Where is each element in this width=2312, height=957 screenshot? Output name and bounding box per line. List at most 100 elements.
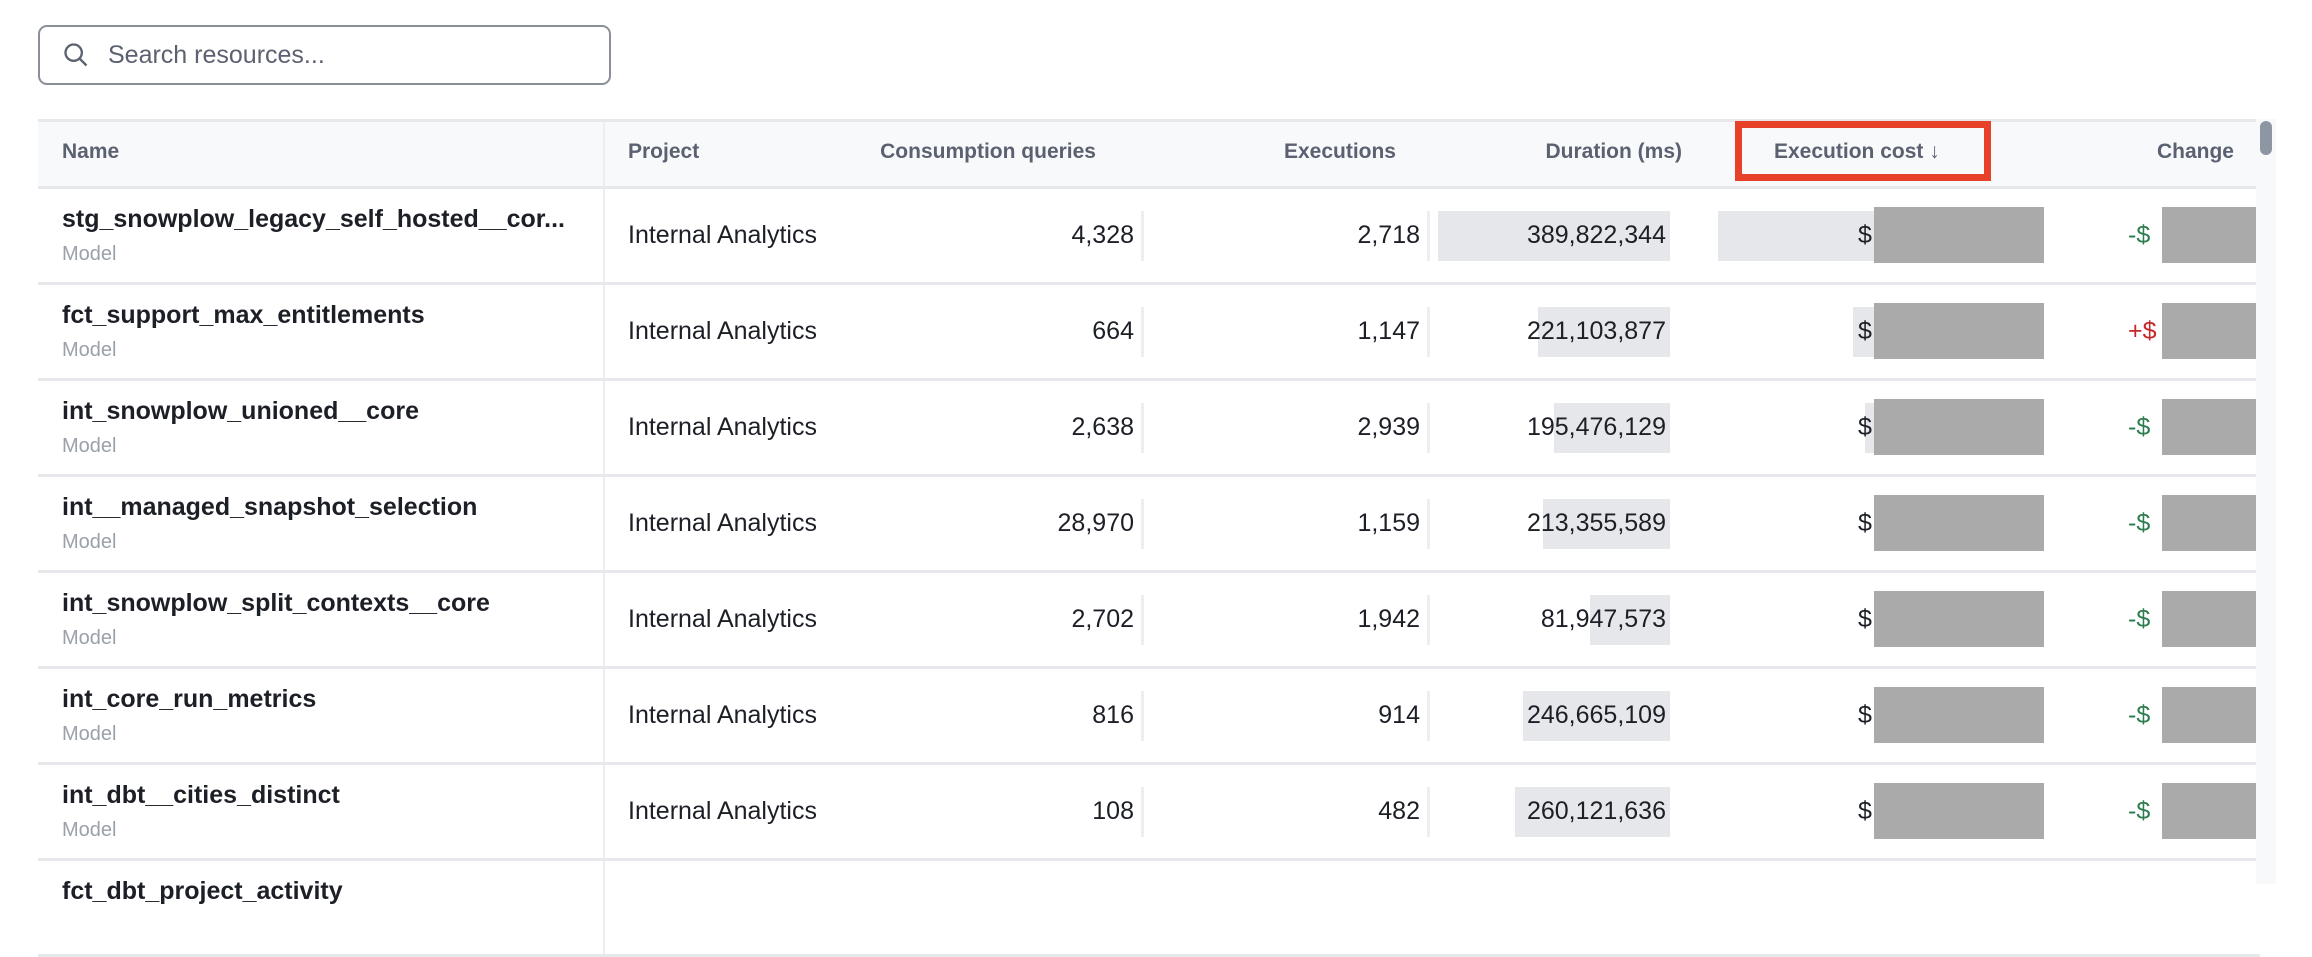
- cost-prefix: $: [1858, 797, 1872, 825]
- duration-cell: 221,103,877: [1438, 307, 1670, 357]
- cost-prefix: $: [1858, 701, 1872, 729]
- resource-type: Model: [62, 435, 117, 457]
- table-row[interactable]: stg_snowplow_legacy_self_hosted__cor... …: [38, 189, 2262, 285]
- redacted-change: [2162, 687, 2262, 743]
- change-prefix: -$: [2128, 701, 2151, 729]
- scrollbar-thumb[interactable]: [2260, 121, 2272, 155]
- duration-bar: [1515, 787, 1670, 837]
- search-box[interactable]: [38, 25, 611, 85]
- executions-cell: [1138, 883, 1424, 933]
- table-row[interactable]: int_snowplow_unioned__core Model Interna…: [38, 381, 2262, 477]
- duration-cell: 260,121,636: [1438, 787, 1670, 837]
- header-executions[interactable]: Executions: [1283, 140, 1396, 163]
- resource-name[interactable]: int_snowplow_unioned__core: [62, 397, 419, 425]
- search-icon: [64, 43, 88, 67]
- consumption-value: 2,702: [1071, 605, 1134, 633]
- executions-cell: 1,159: [1138, 499, 1430, 549]
- sort-column-highlight: [1735, 121, 1991, 181]
- duration-value: 389,822,344: [1526, 221, 1666, 249]
- executions-cell: 482: [1138, 787, 1430, 837]
- project-name: Internal Analytics: [628, 605, 817, 633]
- header-duration[interactable]: Duration (ms): [1545, 140, 1683, 163]
- header-name[interactable]: Name: [62, 140, 120, 163]
- resource-name[interactable]: int_dbt__cities_distinct: [62, 781, 340, 809]
- executions-value: 1,159: [1357, 509, 1420, 537]
- table-header: Name Project Consumption queries Executi…: [38, 119, 2260, 189]
- consumption-bar: [1141, 211, 1144, 261]
- table-row[interactable]: fct_dbt_project_activity: [38, 861, 2260, 957]
- search-input[interactable]: [106, 39, 590, 71]
- resource-name[interactable]: fct_dbt_project_activity: [62, 877, 343, 905]
- consumption-bar: [1141, 787, 1144, 837]
- column-divider: [603, 189, 605, 282]
- duration-cell: 246,665,109: [1438, 691, 1670, 741]
- consumption-cell: 664: [838, 307, 1144, 357]
- sort-arrow-icon: ↓: [1929, 140, 1940, 163]
- resource-name[interactable]: int_snowplow_split_contexts__core: [62, 589, 490, 617]
- header-project[interactable]: Project: [628, 140, 700, 163]
- resource-name[interactable]: stg_snowplow_legacy_self_hosted__cor...: [62, 205, 565, 233]
- duration-cell: 81,947,573: [1438, 595, 1670, 645]
- consumption-cell: 28,970: [838, 499, 1144, 549]
- table-row[interactable]: int_snowplow_split_contexts__core Model …: [38, 573, 2262, 669]
- duration-cell: 213,355,589: [1438, 499, 1670, 549]
- redacted-cost: [1874, 591, 2044, 647]
- duration-cell: 389,822,344: [1438, 211, 1670, 261]
- consumption-bar: [1141, 403, 1144, 453]
- cost-prefix: $: [1858, 221, 1872, 249]
- project-name: Internal Analytics: [628, 509, 817, 537]
- duration-bar: [1590, 595, 1670, 645]
- change-prefix: -$: [2128, 221, 2151, 249]
- header-execution-cost[interactable]: Execution cost ↓: [1774, 140, 1940, 164]
- resource-type: Model: [62, 243, 117, 265]
- change-prefix: -$: [2128, 797, 2151, 825]
- resource-name[interactable]: fct_support_max_entitlements: [62, 301, 425, 329]
- consumption-value: 28,970: [1057, 509, 1134, 537]
- redacted-change: [2162, 399, 2262, 455]
- duration-value: 246,665,109: [1526, 701, 1666, 729]
- duration-bar: [1543, 499, 1670, 549]
- cost-prefix: $: [1858, 509, 1872, 537]
- table-row[interactable]: int__managed_snapshot_selection Model In…: [38, 477, 2262, 573]
- scrollbar[interactable]: [2256, 119, 2276, 884]
- consumption-bar: [1141, 307, 1144, 357]
- executions-value: 2,939: [1357, 413, 1420, 441]
- resource-name[interactable]: int_core_run_metrics: [62, 685, 317, 713]
- redacted-cost: [1874, 783, 2044, 839]
- change-prefix: -$: [2128, 413, 2151, 441]
- column-divider: [603, 122, 605, 186]
- column-divider: [603, 669, 605, 762]
- column-divider: [603, 285, 605, 378]
- executions-value: 1,942: [1357, 605, 1420, 633]
- header-change[interactable]: Change: [2156, 140, 2234, 163]
- resource-type: Model: [62, 339, 117, 361]
- executions-bar: [1427, 691, 1430, 741]
- table-row[interactable]: int_core_run_metrics Model Internal Anal…: [38, 669, 2262, 765]
- redacted-change: [2162, 783, 2262, 839]
- redacted-change: [2162, 495, 2262, 551]
- executions-bar: [1427, 403, 1430, 453]
- consumption-value: 816: [1092, 701, 1134, 729]
- redacted-cost: [1874, 399, 2044, 455]
- duration-value: 195,476,129: [1526, 413, 1666, 441]
- cost-prefix: $: [1858, 605, 1872, 633]
- duration-value: 260,121,636: [1526, 797, 1666, 825]
- project-name: Internal Analytics: [628, 701, 817, 729]
- duration-bar: [1553, 403, 1670, 453]
- consumption-cell: 2,702: [838, 595, 1144, 645]
- header-execution-cost-label: Execution cost: [1774, 140, 1924, 163]
- change-prefix: -$: [2128, 605, 2151, 633]
- consumption-value: 108: [1092, 797, 1134, 825]
- duration-value: 221,103,877: [1526, 317, 1666, 345]
- consumption-value: 2,638: [1071, 413, 1134, 441]
- table-row[interactable]: int_dbt__cities_distinct Model Internal …: [38, 765, 2262, 861]
- column-divider: [603, 765, 605, 858]
- resource-name[interactable]: int__managed_snapshot_selection: [62, 493, 478, 521]
- consumption-bar: [1141, 499, 1144, 549]
- consumption-bar: [1141, 595, 1144, 645]
- table-row[interactable]: fct_support_max_entitlements Model Inter…: [38, 285, 2262, 381]
- column-divider: [603, 477, 605, 570]
- header-consumption[interactable]: Consumption queries: [880, 140, 1096, 163]
- duration-value: 213,355,589: [1526, 509, 1666, 537]
- duration-bar: [1438, 211, 1670, 261]
